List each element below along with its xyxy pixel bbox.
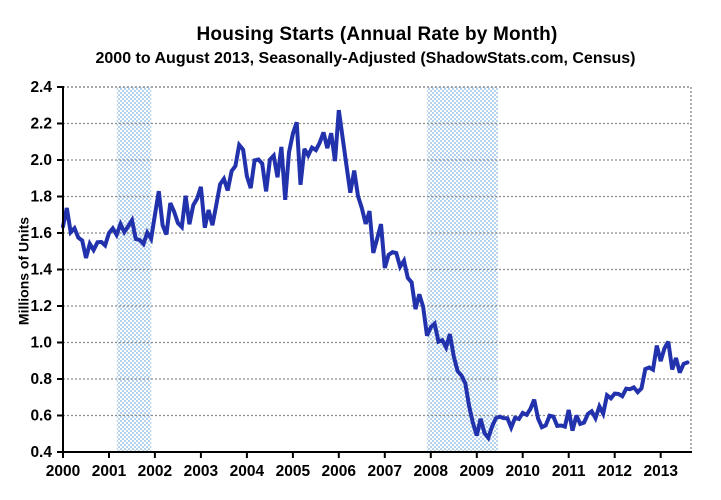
- housing-starts-line: [61, 109, 690, 442]
- x-tick-label: 2001: [92, 463, 127, 480]
- recession-band: [116, 87, 152, 452]
- y-tick-label: 0.8: [30, 371, 52, 388]
- y-tick-label: 0.6: [30, 408, 52, 425]
- x-tick-label: 2004: [230, 463, 265, 480]
- y-tick-label: 1.8: [30, 189, 52, 206]
- x-tick-label: 2012: [597, 463, 631, 480]
- x-tick-label: 2006: [322, 463, 357, 480]
- plot-frame: [62, 86, 692, 453]
- x-tick-label: 2003: [184, 463, 219, 480]
- x-tick-label: 2009: [460, 463, 495, 480]
- y-tick-label: 1.4: [30, 262, 52, 279]
- x-tick-label: 2010: [505, 463, 539, 480]
- x-tick-label: 2000: [46, 463, 80, 480]
- x-tick-label: 2013: [643, 463, 678, 480]
- x-tick-label: 2011: [552, 463, 586, 480]
- x-tick-label: 2005: [276, 463, 311, 480]
- y-tick-label: 0.4: [30, 444, 52, 461]
- chart-subtitle: 2000 to August 2013, Seasonally-Adjusted…: [95, 50, 636, 67]
- y-tick-label: 2.2: [30, 116, 52, 133]
- y-tick-label: 1.6: [30, 225, 52, 242]
- recession-band: [427, 87, 498, 452]
- y-tick-label: 1.2: [30, 298, 52, 315]
- chart-title: Housing Starts (Annual Rate by Month): [196, 24, 558, 45]
- y-tick-label: 2.4: [30, 79, 52, 96]
- y-tick-label: 2.0: [30, 152, 52, 169]
- y-tick-label: 1.0: [30, 335, 52, 352]
- x-tick-label: 2002: [138, 463, 172, 480]
- x-tick-label: 2007: [368, 463, 402, 480]
- x-tick-label: 2008: [414, 463, 449, 480]
